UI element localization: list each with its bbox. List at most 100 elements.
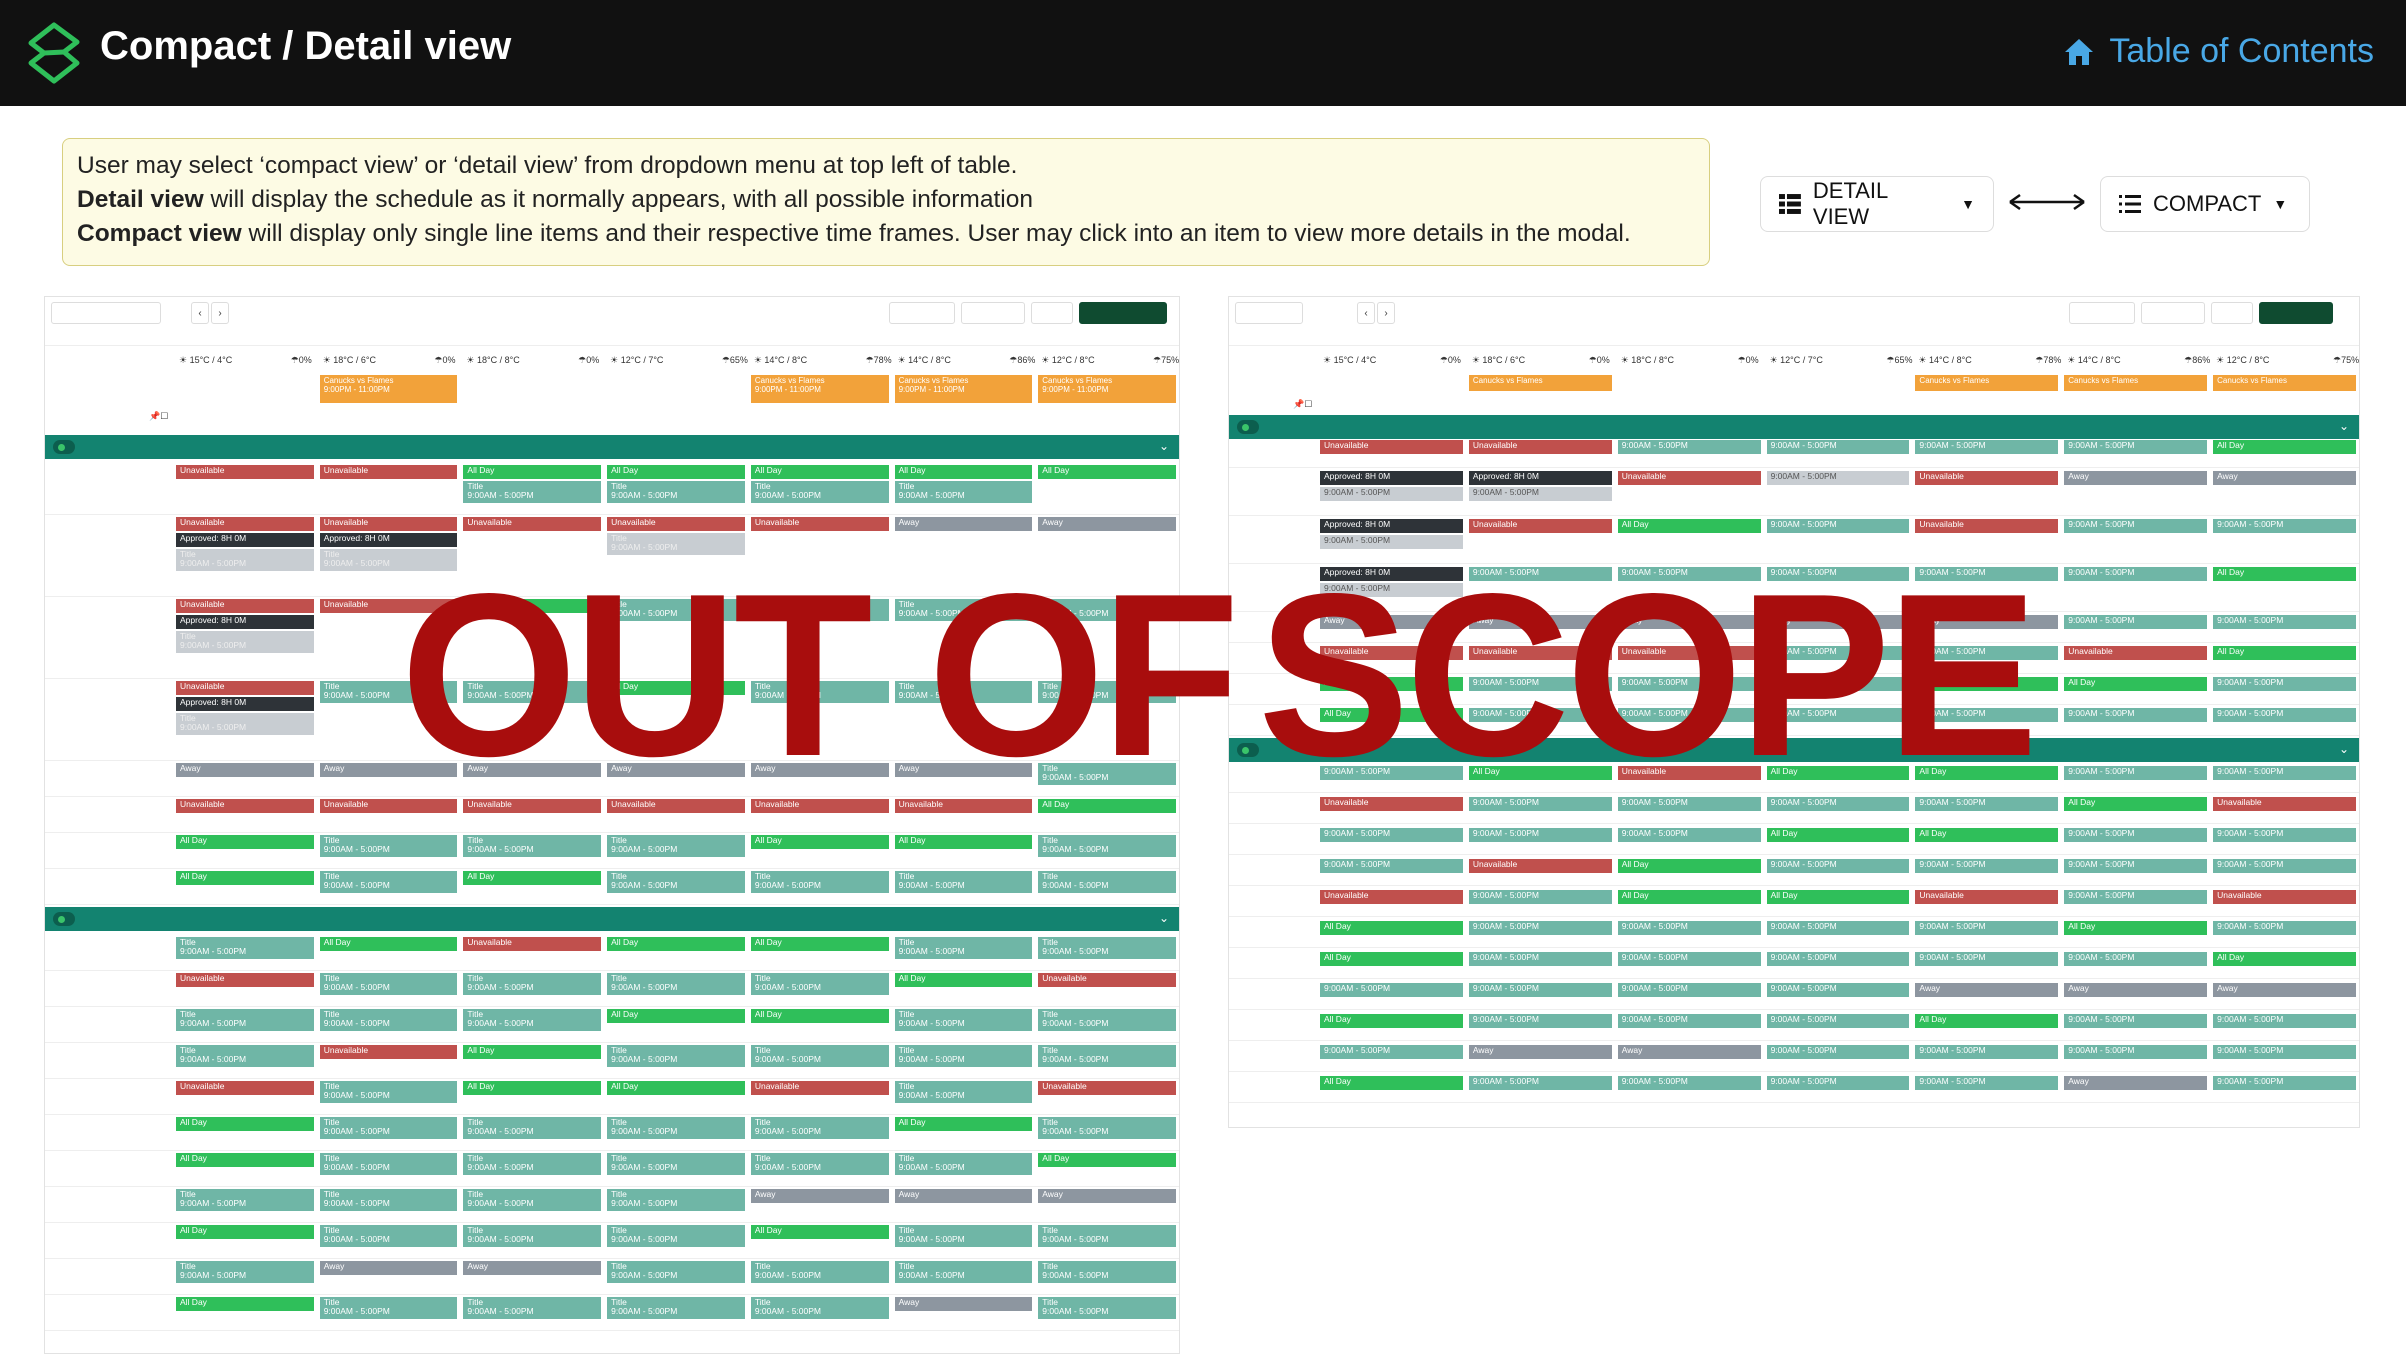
timed-shift[interactable]: 9:00AM - 5:00PM [1320,983,1463,997]
timed-shift[interactable]: 9:00AM - 5:00PM [1617,921,1761,935]
timed-shift[interactable]: 9:00AM - 5:00PM [1766,797,1910,811]
timed-shift[interactable]: Title 9:00AM - 5:00PM [319,973,458,995]
all-day-shift[interactable]: All Day [1915,677,2059,691]
all-day-shift[interactable]: All Day [1468,766,1612,780]
away-shift[interactable]: Away [2064,1076,2208,1090]
timed-shift[interactable]: Title 9:00AM - 5:00PM [750,681,889,703]
all-day-shift[interactable]: All Day [1915,766,2059,780]
timed-shift[interactable]: Title 9:00AM - 5:00PM [463,1009,602,1031]
all-day-shift[interactable]: All Day [463,465,602,479]
timed-shift[interactable]: Title 9:00AM - 5:00PM [894,681,1033,703]
timed-shift[interactable]: Title 9:00AM - 5:00PM [750,1045,889,1067]
timed-shift[interactable]: 9:00AM - 5:00PM [1915,797,2059,811]
timed-shift[interactable]: 9:00AM - 5:00PM [1915,859,2059,873]
away-shift[interactable]: Away [2213,983,2356,997]
timed-shift[interactable]: 9:00AM - 5:00PM [1915,646,2059,660]
timed-shift[interactable]: Title 9:00AM - 5:00PM [607,1225,745,1247]
timed-shift[interactable]: 9:00AM - 5:00PM [2213,1014,2356,1028]
costs-button[interactable] [2211,302,2253,324]
timed-shift[interactable]: Title 9:00AM - 5:00PM [463,973,602,995]
all-day-shift[interactable]: All Day [750,1225,889,1239]
chevron-down-icon[interactable]: ⌄ [1158,439,1169,453]
all-day-shift[interactable]: All Day [2064,921,2208,935]
compact-view-dropdown[interactable]: COMPACT ▼ [2100,176,2310,232]
all-day-shift[interactable]: All Day [894,973,1033,987]
timed-shift[interactable]: 9:00AM - 5:00PM [2064,828,2208,842]
timed-shift[interactable]: Title 9:00AM - 5:00PM [894,1045,1033,1067]
all-day-shift[interactable]: All Day [750,465,889,479]
timed-shift[interactable]: 9:00AM - 5:00PM [2213,708,2356,722]
timed-shift[interactable]: 9:00AM - 5:00PM [2064,519,2208,533]
timed-shift[interactable]: 9:00AM - 5:00PM [1766,1014,1910,1028]
timed-shift[interactable]: 9:00AM - 5:00PM [1320,1045,1463,1059]
timed-shift[interactable]: Title 9:00AM - 5:00PM [176,1045,314,1067]
unavailable-shift[interactable]: Unavailable [319,599,458,613]
unavailable-shift[interactable]: Unavailable [176,681,314,695]
compact-view-select[interactable] [1235,302,1303,324]
timed-shift[interactable]: Title 9:00AM - 5:00PM [750,1297,889,1319]
timed-shift[interactable]: Title 9:00AM - 5:00PM [319,1153,458,1175]
all-day-shift[interactable]: All Day [1038,799,1176,813]
timed-shift[interactable]: Title 9:00AM - 5:00PM [894,1009,1033,1031]
all-day-shift[interactable]: All Day [894,1117,1033,1131]
chevron-down-icon[interactable]: ⌄ [1158,911,1169,925]
options-button[interactable] [2069,302,2135,324]
all-day-shift[interactable]: All Day [2213,567,2356,581]
timed-shift[interactable]: 9:00AM - 5:00PM [1766,952,1910,966]
timed-shift[interactable]: Title 9:00AM - 5:00PM [176,1261,314,1283]
all-day-shift[interactable]: All Day [1617,890,1761,904]
away-shift[interactable]: Away [2213,471,2356,485]
all-day-shift[interactable]: All Day [176,1297,314,1311]
all-day-shift[interactable]: All Day [1766,828,1910,842]
away-shift[interactable]: Away [176,763,314,777]
unavailable-shift[interactable]: Unavailable [894,799,1033,813]
timed-shift[interactable]: 9:00AM - 5:00PM [1468,1076,1612,1090]
timed-shift[interactable]: 9:00AM - 5:00PM [1468,921,1612,935]
next-week-button[interactable]: › [211,302,229,324]
away-shift[interactable]: Away [1617,1045,1761,1059]
timed-shift[interactable]: Title 9:00AM - 5:00PM [1038,1009,1176,1031]
all-day-shift[interactable]: All Day [1320,708,1463,722]
timed-shift[interactable]: 9:00AM - 5:00PM [2213,1076,2356,1090]
timed-shift[interactable]: 9:00AM - 5:00PM [1617,828,1761,842]
pending-shift[interactable]: 9:00AM - 5:00PM [1320,583,1463,597]
timed-shift[interactable]: Title 9:00AM - 5:00PM [750,599,889,621]
timed-shift[interactable]: 9:00AM - 5:00PM [2064,766,2208,780]
away-shift[interactable]: Away [750,763,889,777]
unavailable-shift[interactable]: Unavailable [1468,646,1612,660]
away-shift[interactable]: Away [1468,615,1612,629]
unavailable-shift[interactable]: Unavailable [1915,890,2059,904]
approved-shift[interactable]: Approved: 8H 0M [1468,471,1612,485]
all-day-shift[interactable]: All Day [2213,646,2356,660]
timed-shift[interactable]: 9:00AM - 5:00PM [2213,828,2356,842]
timed-shift[interactable]: Title 9:00AM - 5:00PM [319,1297,458,1319]
timed-shift[interactable]: Title 9:00AM - 5:00PM [607,1045,745,1067]
all-day-shift[interactable]: All Day [1766,766,1910,780]
event-bar[interactable]: Canucks vs Flames 9:00PM - 11:00PM [750,375,889,403]
timed-shift[interactable]: Title 9:00AM - 5:00PM [319,1225,458,1247]
timed-shift[interactable]: Title 9:00AM - 5:00PM [1038,1045,1176,1067]
timed-shift[interactable]: Title 9:00AM - 5:00PM [750,973,889,995]
timed-shift[interactable]: Title 9:00AM - 5:00PM [1038,835,1176,857]
templates-button[interactable] [961,302,1025,324]
all-day-shift[interactable]: All Day [1915,1014,2059,1028]
timed-shift[interactable]: 9:00AM - 5:00PM [2064,567,2208,581]
event-bar[interactable]: Canucks vs Flames [1915,375,2059,391]
away-shift[interactable]: Away [1617,615,1761,629]
all-day-shift[interactable]: All Day [894,465,1033,479]
timed-shift[interactable]: 9:00AM - 5:00PM [1766,1076,1910,1090]
timed-shift[interactable]: 9:00AM - 5:00PM [1617,1076,1761,1090]
timed-shift[interactable]: 9:00AM - 5:00PM [1915,952,2059,966]
timed-shift[interactable]: 9:00AM - 5:00PM [2064,440,2208,454]
group-header[interactable]: ⌄ [45,907,1179,931]
unavailable-shift[interactable]: Unavailable [176,465,314,479]
timed-shift[interactable]: Title 9:00AM - 5:00PM [1038,1261,1176,1283]
timed-shift[interactable]: 9:00AM - 5:00PM [1915,567,2059,581]
timed-shift[interactable]: 9:00AM - 5:00PM [2213,766,2356,780]
timed-shift[interactable]: Title 9:00AM - 5:00PM [894,871,1033,893]
away-shift[interactable]: Away [1038,517,1176,531]
all-day-shift[interactable]: All Day [1766,890,1910,904]
unavailable-shift[interactable]: Unavailable [1915,519,2059,533]
timed-shift[interactable]: Title 9:00AM - 5:00PM [463,681,602,703]
away-shift[interactable]: Away [1320,615,1463,629]
